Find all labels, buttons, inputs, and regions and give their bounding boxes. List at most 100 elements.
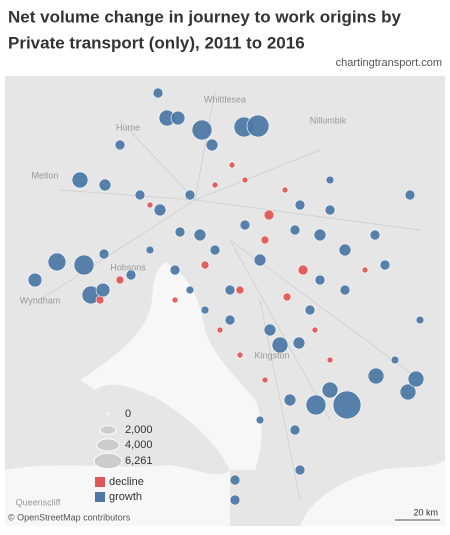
bubble: [114, 139, 126, 151]
bubble: [294, 464, 306, 476]
bubble: [211, 181, 219, 189]
bubble: [95, 295, 105, 305]
bubble: [27, 272, 43, 288]
bubble: [235, 285, 245, 295]
roads: [39, 89, 421, 501]
bubble: [415, 315, 425, 325]
bubble: [338, 243, 352, 257]
bubble: [241, 176, 249, 184]
title-line: Private transport (only), 2011 to 2016: [8, 33, 305, 52]
bubble: [184, 189, 196, 201]
bubble: [404, 189, 416, 201]
bubble: [399, 383, 417, 401]
bubble: [321, 381, 339, 399]
bubble: [289, 224, 301, 236]
bubble: [95, 282, 111, 298]
legend-swatch: [95, 492, 105, 502]
bubble: [260, 235, 270, 245]
legend-size-label: 4,000: [125, 439, 153, 451]
bubble: [324, 204, 336, 216]
bubble: [261, 376, 269, 384]
bubble: [311, 326, 319, 334]
bubble: [224, 284, 236, 296]
bay: [80, 262, 262, 470]
bubble: [134, 189, 146, 201]
sea: [5, 465, 230, 526]
map-label: Queenscliff: [16, 497, 61, 507]
bubble: [271, 336, 289, 354]
legend-size: [99, 425, 117, 435]
bubble: [390, 355, 400, 365]
legend-size-label: 0: [125, 408, 131, 420]
legend-size: [96, 438, 120, 452]
bubble: [229, 494, 241, 506]
bubble: [379, 259, 391, 271]
bubble: [263, 209, 275, 221]
bubble: [367, 367, 385, 385]
bubble: [224, 314, 236, 326]
bubble: [255, 415, 265, 425]
legend-swatch: [95, 477, 105, 487]
bubble: [200, 260, 210, 270]
bubble: [169, 264, 181, 276]
bubble: [200, 305, 210, 315]
bubble: [193, 228, 207, 242]
bubble: [263, 323, 277, 337]
bubble: [47, 252, 67, 272]
map-label: Hume: [116, 122, 140, 132]
legend-color-label: decline: [109, 476, 144, 488]
sea: [300, 460, 445, 526]
bubble: [145, 245, 155, 255]
bubble: [326, 356, 334, 364]
bubble: [407, 370, 425, 388]
map-label: Wyndham: [20, 295, 60, 305]
bubble: [339, 284, 351, 296]
bubble: [98, 248, 110, 260]
bubble: [314, 274, 326, 286]
legend-size-label: 6,261: [125, 455, 153, 467]
bubble: [294, 199, 306, 211]
bubble: [146, 201, 154, 209]
bubble: [152, 87, 164, 99]
bubble: [71, 171, 89, 189]
bubble: [246, 114, 270, 138]
legend-size: [93, 452, 123, 470]
bubble: [304, 304, 316, 316]
title-line: Net volume change in journey to work ori…: [8, 7, 401, 26]
map-label: Melton: [31, 170, 58, 180]
bubble: [98, 178, 112, 192]
bubble: [153, 203, 167, 217]
scale-label: 20 km: [413, 507, 438, 517]
bubble: [283, 393, 297, 407]
bubble: [239, 219, 251, 231]
bubble: [170, 110, 186, 126]
bubble: [205, 138, 219, 152]
bubble: [236, 351, 244, 359]
legend-size-label: 2,000: [125, 424, 153, 436]
bubble: [125, 269, 137, 281]
bubble: [209, 244, 221, 256]
bubble: [253, 253, 267, 267]
bubble: [228, 161, 236, 169]
bubble: [313, 228, 327, 242]
bubble: [115, 275, 125, 285]
bubble: [229, 474, 241, 486]
attribution: © OpenStreetMap contributors: [8, 512, 131, 522]
bubble: [369, 229, 381, 241]
map-label: Hobsons: [110, 262, 146, 272]
bubble: [292, 336, 306, 350]
bubble: [185, 285, 195, 295]
bubble: [361, 266, 369, 274]
bubble: [297, 264, 309, 276]
source: chartingtransport.com: [336, 57, 442, 69]
bubble: [191, 119, 213, 141]
bubble: [216, 326, 224, 334]
legend-color-label: growth: [109, 491, 142, 503]
bubble: [289, 424, 301, 436]
bubble: [325, 175, 335, 185]
map-label: Nillumbik: [310, 115, 347, 125]
map-label: Kingston: [254, 350, 289, 360]
bubble: [282, 292, 292, 302]
map: [5, 76, 445, 526]
